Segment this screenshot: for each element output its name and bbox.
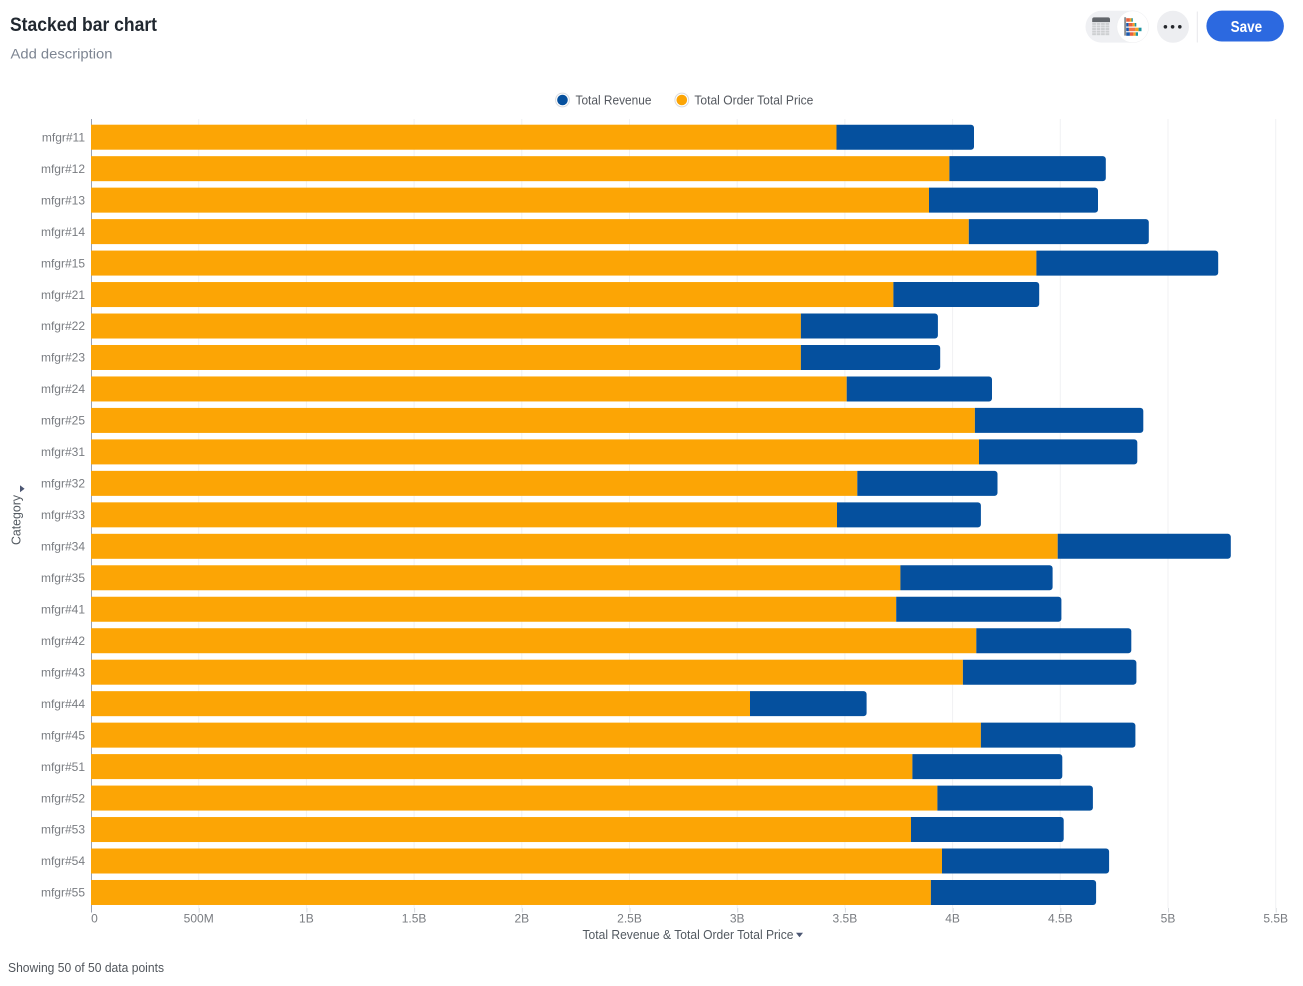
svg-text:mfgr#15: mfgr#15	[41, 256, 85, 270]
svg-text:4B: 4B	[945, 911, 960, 925]
svg-text:mfgr#35: mfgr#35	[41, 571, 85, 585]
svg-text:mfgr#32: mfgr#32	[41, 477, 85, 491]
svg-text:mfgr#33: mfgr#33	[41, 508, 85, 522]
svg-text:mfgr#51: mfgr#51	[41, 760, 85, 774]
svg-text:Total Revenue & Total Order To: Total Revenue & Total Order Total Price	[583, 927, 794, 942]
svg-text:mfgr#34: mfgr#34	[41, 540, 85, 554]
svg-text:mfgr#12: mfgr#12	[41, 162, 85, 176]
svg-text:Add description: Add description	[11, 46, 113, 62]
svg-text:Showing 50 of 50 data points: Showing 50 of 50 data points	[8, 960, 164, 975]
svg-text:2.5B: 2.5B	[617, 911, 642, 925]
svg-text:3.5B: 3.5B	[833, 911, 858, 925]
svg-text:mfgr#52: mfgr#52	[41, 791, 85, 805]
svg-text:Total Revenue: Total Revenue	[576, 93, 652, 108]
svg-text:mfgr#41: mfgr#41	[41, 602, 85, 616]
svg-text:mfgr#44: mfgr#44	[41, 697, 85, 711]
svg-text:5B: 5B	[1161, 911, 1176, 925]
svg-text:mfgr#45: mfgr#45	[41, 728, 85, 742]
svg-text:Stacked bar chart: Stacked bar chart	[10, 15, 158, 36]
svg-text:mfgr#25: mfgr#25	[41, 414, 85, 428]
svg-text:500M: 500M	[184, 911, 214, 925]
svg-text:mfgr#22: mfgr#22	[41, 319, 85, 333]
svg-text:Category: Category	[9, 495, 24, 545]
svg-text:mfgr#14: mfgr#14	[41, 225, 85, 239]
svg-text:3B: 3B	[730, 911, 745, 925]
svg-text:mfgr#23: mfgr#23	[41, 351, 85, 365]
svg-text:1.5B: 1.5B	[402, 911, 427, 925]
svg-text:0: 0	[91, 911, 98, 925]
svg-text:5.5B: 5.5B	[1263, 911, 1288, 925]
svg-text:mfgr#42: mfgr#42	[41, 634, 85, 648]
svg-text:mfgr#13: mfgr#13	[41, 193, 85, 207]
svg-text:2B: 2B	[514, 911, 529, 925]
svg-text:mfgr#21: mfgr#21	[41, 288, 85, 302]
svg-text:mfgr#24: mfgr#24	[41, 382, 85, 396]
svg-text:mfgr#54: mfgr#54	[41, 854, 85, 868]
svg-text:Total Order Total Price: Total Order Total Price	[694, 93, 813, 108]
svg-text:mfgr#31: mfgr#31	[41, 445, 85, 459]
svg-text:mfgr#55: mfgr#55	[41, 886, 85, 900]
svg-text:4.5B: 4.5B	[1048, 911, 1073, 925]
svg-text:mfgr#11: mfgr#11	[42, 130, 85, 144]
svg-text:mfgr#43: mfgr#43	[41, 665, 85, 679]
svg-text:Save: Save	[1231, 19, 1263, 36]
svg-text:1B: 1B	[299, 911, 314, 925]
svg-text:mfgr#53: mfgr#53	[41, 823, 85, 837]
